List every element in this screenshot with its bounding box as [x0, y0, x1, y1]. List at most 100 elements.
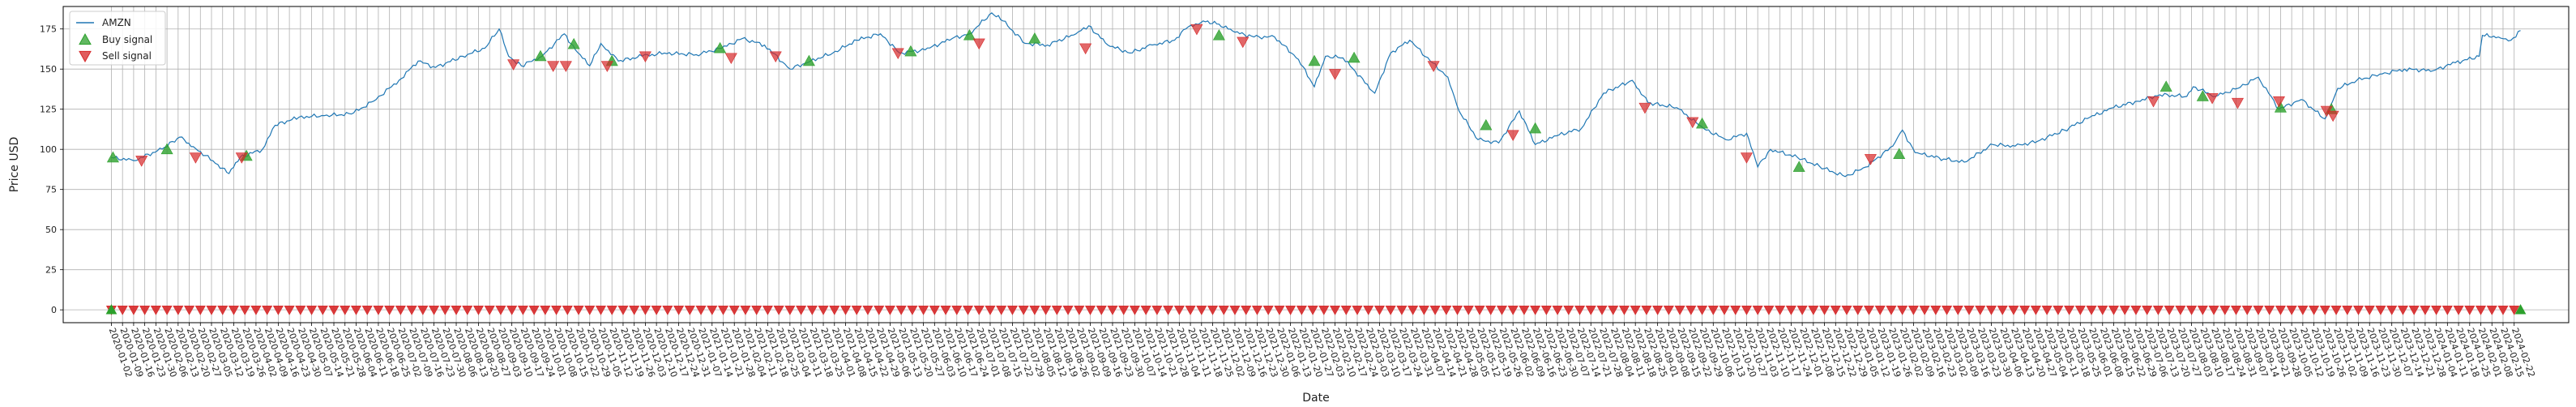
- zero-sell-marker: [862, 306, 874, 315]
- zero-sell-marker: [2486, 306, 2497, 315]
- zero-sell-marker: [1942, 306, 1953, 315]
- x-axis: 2020-01-022020-01-092020-01-162020-01-23…: [107, 323, 2537, 379]
- y-tick-label: 0: [51, 305, 57, 315]
- zero-sell-marker: [2275, 306, 2286, 315]
- zero-sell-marker: [1229, 306, 1241, 315]
- zero-sell-marker: [818, 306, 829, 315]
- zero-sell-marker: [1029, 306, 1040, 315]
- buy-signal-marker: [963, 29, 976, 41]
- zero-sell-marker: [1608, 306, 1619, 315]
- zero-sell-marker: [1074, 306, 1085, 315]
- zero-sell-marker: [1385, 306, 1396, 315]
- sell-signal-marker: [1237, 36, 1250, 49]
- zero-sell-marker: [1485, 306, 1497, 315]
- zero-sell-marker: [1752, 306, 1763, 315]
- zero-sell-marker: [439, 306, 451, 315]
- buy-signal-marker: [1212, 29, 1225, 41]
- zero-sell-marker: [796, 306, 807, 315]
- y-axis: 0 25 50 75 100 125 150 175: [40, 24, 63, 315]
- zero-sell-marker: [963, 306, 974, 315]
- buy-signal-marker: [2274, 101, 2287, 113]
- zero-sell-marker: [728, 306, 740, 315]
- zero-sell-marker: [2319, 306, 2330, 315]
- zero-sell-marker: [373, 306, 384, 315]
- buy-signal-marker: [802, 54, 815, 66]
- zero-sell-marker: [1641, 306, 1652, 315]
- zero-sell-marker: [1707, 306, 1719, 315]
- y-tick-label: 150: [40, 64, 57, 75]
- zero-sell-marker: [707, 306, 718, 315]
- zero-sell-marker: [1763, 306, 1775, 315]
- zero-sell-marker: [617, 306, 629, 315]
- legend-entry-buy: Buy signal: [102, 34, 152, 45]
- zero-sell-marker: [1663, 306, 1674, 315]
- zero-sell-marker: [629, 306, 640, 315]
- sell-signal-marker: [559, 61, 572, 72]
- zero-sell-marker: [128, 306, 139, 315]
- zero-sell-marker: [284, 306, 295, 315]
- zero-sell-marker: [1006, 306, 1018, 315]
- zero-sell-marker: [1285, 306, 1297, 315]
- y-tick-label: 75: [45, 185, 57, 195]
- zero-sell-marker: [2086, 306, 2097, 315]
- zero-sell-marker: [874, 306, 885, 315]
- y-tick-label: 50: [45, 225, 57, 235]
- zero-sell-marker: [117, 306, 128, 315]
- zero-sell-marker: [1775, 306, 1786, 315]
- series-line-amzn: [111, 12, 2521, 178]
- buy-signal-marker: [534, 49, 547, 62]
- zero-sell-marker: [1785, 306, 1796, 315]
- zero-sell-marker: [1830, 306, 1841, 315]
- zero-sell-marker: [1496, 306, 1507, 315]
- zero-sell-marker: [1841, 306, 1852, 315]
- sell-signal-marker: [2326, 110, 2339, 122]
- zero-sell-marker: [495, 306, 506, 315]
- buy-signal-marker: [567, 37, 580, 49]
- zero-sell-marker: [1307, 306, 1318, 315]
- zero-sell-marker: [361, 306, 373, 315]
- zero-sell-marker: [1886, 306, 1897, 315]
- zero-sell-marker: [1897, 306, 1908, 315]
- zero-sell-marker: [2309, 306, 2320, 315]
- zero-sell-marker: [1274, 306, 1285, 315]
- zero-sell-marker: [985, 306, 996, 315]
- legend-entry-amzn: AMZN: [102, 17, 131, 28]
- zero-sell-marker: [762, 306, 773, 315]
- zero-sell-marker: [1340, 306, 1352, 315]
- sell-signal-marker: [135, 156, 148, 167]
- zero-sell-marker: [1151, 306, 1163, 315]
- zero-sell-marker: [1507, 306, 1519, 315]
- zero-sell-marker: [1685, 306, 1697, 315]
- zero-sell-marker: [851, 306, 862, 315]
- zero-sell-marker: [1196, 306, 1207, 315]
- zero-sell-marker: [2297, 306, 2309, 315]
- zero-sell-marker: [1018, 306, 1029, 315]
- zero-sell-marker: [2509, 306, 2520, 315]
- zero-sell-marker: [2464, 306, 2476, 315]
- buy-signal-marker: [1308, 54, 1321, 66]
- zero-sell-marker: [662, 306, 673, 315]
- zero-sell-marker: [2175, 306, 2186, 315]
- zero-sell-marker: [1352, 306, 1363, 315]
- zero-sell-marker: [2253, 306, 2264, 315]
- zero-sell-marker: [150, 306, 161, 315]
- zero-sell-marker: [695, 306, 707, 315]
- zero-sell-marker: [562, 306, 573, 315]
- zero-sell-marker: [1330, 306, 1341, 315]
- zero-sell-marker: [1085, 306, 1096, 315]
- zero-sell-marker: [918, 306, 929, 315]
- zero-sell-marker: [173, 306, 184, 315]
- zero-sell-marker: [406, 306, 417, 315]
- zero-sell-marker: [839, 306, 852, 315]
- zero-sell-marker: [1408, 306, 1419, 315]
- zero-sell-marker: [2241, 306, 2253, 315]
- zero-sell-marker: [2197, 306, 2208, 315]
- zero-sell-marker: [2152, 306, 2164, 315]
- zero-sell-marker: [740, 306, 751, 315]
- buy-signal-marker: [106, 151, 119, 163]
- zero-sell-marker: [551, 306, 562, 315]
- zero-sell-marker: [528, 306, 540, 315]
- zero-sell-marker: [340, 306, 351, 315]
